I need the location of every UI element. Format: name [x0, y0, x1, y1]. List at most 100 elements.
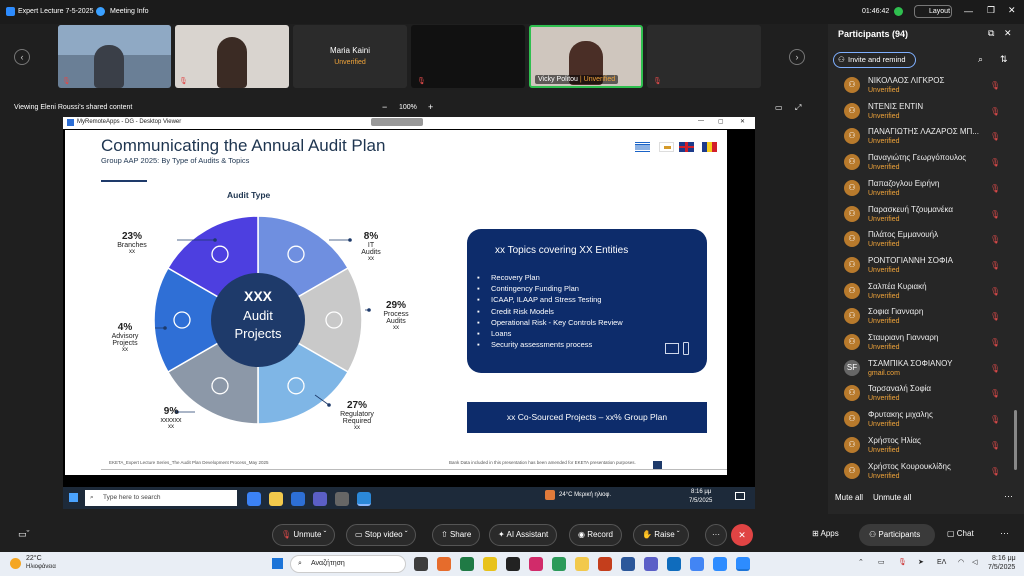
language-indicator[interactable]: ΕΛ	[937, 559, 947, 566]
participants-label: Participants	[878, 530, 921, 539]
mute-all-button[interactable]: Mute all	[835, 493, 864, 502]
slice-pct: 29%	[385, 300, 406, 311]
remote-search-box[interactable]: ⌕ Type here to search	[85, 490, 237, 506]
raise-hand-button[interactable]: ✋ Raise ˇ	[633, 524, 689, 546]
stop-video-button[interactable]: ▭ Stop video ˇ	[346, 524, 417, 546]
excel-icon[interactable]	[460, 557, 474, 571]
speaker-icon[interactable]: ◁	[972, 559, 978, 566]
participant-row[interactable]: ⚇ Φρυτακης μιχαλης Unverified 🎙	[844, 407, 1014, 433]
panel-scrollbar[interactable]	[1014, 410, 1017, 470]
video-tile-1[interactable]: 🎙	[58, 25, 171, 88]
more-button[interactable]: ···	[705, 524, 727, 546]
participant-row[interactable]: ⚇ Παναγιώτης Γεωργόπουλος Unverified 🎙	[844, 150, 1014, 176]
caption-icon[interactable]: ▭ˇ	[18, 529, 30, 539]
participant-status: Unverified	[868, 87, 900, 94]
sort-icon[interactable]: ⇅	[1000, 54, 1008, 64]
video-tile-6[interactable]: 🎙	[647, 25, 761, 88]
video-tile-maria[interactable]: Maria Kaini Unverified 🎙	[293, 25, 407, 88]
participant-row[interactable]: ⚇ Παπαζογλου Ειρήνη Unverified 🎙	[844, 176, 1014, 202]
search-icon[interactable]: ⌕	[978, 54, 984, 64]
zoom-active-icon[interactable]	[736, 557, 750, 571]
participant-row[interactable]: ⚇ ΡΟΝΤΟΓΙΑΝΝΗ ΣΟΦΙΑ Unverified 🎙	[844, 253, 1014, 279]
app-icon-dark[interactable]	[506, 557, 520, 571]
zoom-in-icon[interactable]: +	[428, 102, 434, 112]
participant-row[interactable]: ⚇ Σταυριανη Γιανναρη Unverified 🎙	[844, 330, 1014, 356]
ai-assistant-button[interactable]: ✦ AI Assistant	[489, 524, 558, 546]
meeting-controls: ▭ˇ 🎙 Unmute ˇ ▭ Stop video ˇ ⇧ Share ✦ A…	[0, 516, 1024, 552]
remote-minimize-icon[interactable]: —	[698, 118, 704, 124]
participant-row[interactable]: ⚇ ΠΑΝΑΓΙΩΤΗΣ ΛΑΖΑΡΟΣ ΜΠ... Unverified 🎙	[844, 124, 1014, 150]
apps-button[interactable]: ⊞ Apps	[812, 529, 839, 538]
participant-row[interactable]: ⚇ Σοφια Γιανναρη Unverified 🎙	[844, 304, 1014, 330]
app-icon-yellow[interactable]	[483, 557, 497, 571]
video-tile-2[interactable]: 🎙	[175, 25, 289, 88]
notification-icon[interactable]	[735, 492, 745, 500]
maximize-icon[interactable]: ❐	[987, 5, 996, 15]
video-tile-vicky[interactable]: Vicky Politou | Unverified	[529, 25, 643, 88]
unmute-button[interactable]: 🎙 Unmute ˇ	[272, 524, 336, 546]
more-options-icon[interactable]: ···	[1004, 491, 1013, 501]
windows-start-icon[interactable]	[69, 493, 78, 502]
participant-row[interactable]: ⚇ Σαλπέα Κυριακή Unverified 🎙	[844, 279, 1014, 305]
layout-button[interactable]: Layout	[914, 5, 952, 18]
remote-close-icon[interactable]: ✕	[740, 119, 746, 125]
edge-icon[interactable]	[247, 492, 261, 506]
explorer-icon[interactable]	[269, 492, 283, 506]
firefox-icon[interactable]	[437, 557, 451, 571]
mic-muted-tray-icon[interactable]: 🎙	[898, 559, 907, 566]
participant-row[interactable]: ⚇ Χρήστος Ηλίας Unverified 🎙	[844, 433, 1014, 459]
zoom-out-icon[interactable]: −	[382, 102, 388, 112]
remote-desktop-viewer[interactable]: MyRemoteApps - DG - Desktop Viewer — ▢ ✕…	[63, 117, 755, 509]
topics-list: ▪ Recovery Plan ▪ Contingency Funding Plan…	[477, 272, 623, 350]
unmute-all-button[interactable]: Unmute all	[873, 493, 912, 502]
word-icon[interactable]	[621, 557, 635, 571]
fullscreen-icon[interactable]: ⤢	[795, 103, 802, 112]
chevron-up-icon[interactable]: ⌃	[858, 559, 864, 566]
participant-row[interactable]: ⚇ Πιλάτος Εμμανουήλ Unverified 🎙	[844, 227, 1014, 253]
remote-app-icon[interactable]	[357, 492, 371, 506]
outlook-icon[interactable]	[291, 492, 305, 506]
windows-start-icon[interactable]	[272, 558, 283, 569]
app-icon-pink[interactable]	[529, 557, 543, 571]
wifi-icon[interactable]: ◠	[958, 559, 965, 566]
close-panel-icon[interactable]: ✕	[1004, 28, 1012, 38]
participant-row[interactable]: ⚇ Ταρσαναλή Σοφία Unverified 🎙	[844, 381, 1014, 407]
invite-button[interactable]: ⚇ Invite and remind	[833, 52, 916, 68]
participant-row[interactable]: ⚇ ΝΤΕΝΙΣ ΕΝΤΙΝ Unverified 🎙	[844, 99, 1014, 125]
prev-page-arrow-icon[interactable]: ‹	[14, 49, 30, 65]
video-tile-blank[interactable]: 🎙	[411, 25, 525, 88]
outlook-icon[interactable]	[667, 557, 681, 571]
remote-maximize-icon[interactable]: ▢	[718, 119, 724, 125]
remote-control-icon[interactable]: ▭	[775, 103, 783, 112]
viewer-toolbar[interactable]	[371, 118, 423, 126]
minimize-icon[interactable]: —	[964, 6, 973, 16]
more-icon[interactable]: ···	[1000, 528, 1009, 538]
participant-row[interactable]: ⚇ ΝΙΚΟΛΑΟΣ ΛΙΓΚΡΟΣ Unverified 🎙	[844, 73, 1014, 99]
windows-search-box[interactable]: ⌕ Αναζήτηση	[290, 555, 406, 573]
chat-button[interactable]: ▢ Chat	[947, 529, 974, 538]
leave-button[interactable]: ✕	[731, 524, 753, 546]
record-button[interactable]: ◉ Record	[569, 524, 622, 546]
powerpoint-icon[interactable]	[598, 557, 612, 571]
app-icon-green[interactable]	[552, 557, 566, 571]
zoom-icon[interactable]	[713, 557, 727, 571]
task-view-icon[interactable]	[414, 557, 428, 571]
share-button[interactable]: ⇧ Share	[432, 524, 481, 546]
participants-button[interactable]: ⚇ Participants	[859, 524, 935, 546]
slice-pct: 27%	[346, 400, 367, 411]
settings-icon[interactable]	[335, 492, 349, 506]
send-icon[interactable]: ➤	[918, 559, 924, 566]
file-explorer-icon[interactable]	[575, 557, 589, 571]
popout-icon[interactable]: ⧉	[988, 28, 995, 38]
chrome-icon[interactable]	[690, 557, 704, 571]
meeting-info-button[interactable]: Meeting Info	[110, 8, 149, 15]
participants-list[interactable]: ⚇ ΝΙΚΟΛΑΟΣ ΛΙΓΚΡΟΣ Unverified 🎙 ⚇ ΝΤΕΝΙΣ ΕΝΤΙ…	[828, 73, 1024, 483]
phone-icon	[683, 342, 689, 355]
teams-icon[interactable]	[313, 492, 327, 506]
participant-row[interactable]: SF ΤΣΑΜΠΙΚΑ ΣΟΦΙΑΝΟΥ gmail.com 🎙	[844, 356, 1014, 382]
next-page-arrow-icon[interactable]: ›	[789, 49, 805, 65]
teams-icon[interactable]	[644, 557, 658, 571]
close-window-icon[interactable]: ✕	[1008, 5, 1016, 15]
participant-row[interactable]: ⚇ Χρήστος Κουρουκλίδης Unverified 🎙	[844, 459, 1014, 484]
participant-row[interactable]: ⚇ Παρασκευή Τζουμανέκα Unverified 🎙	[844, 202, 1014, 228]
